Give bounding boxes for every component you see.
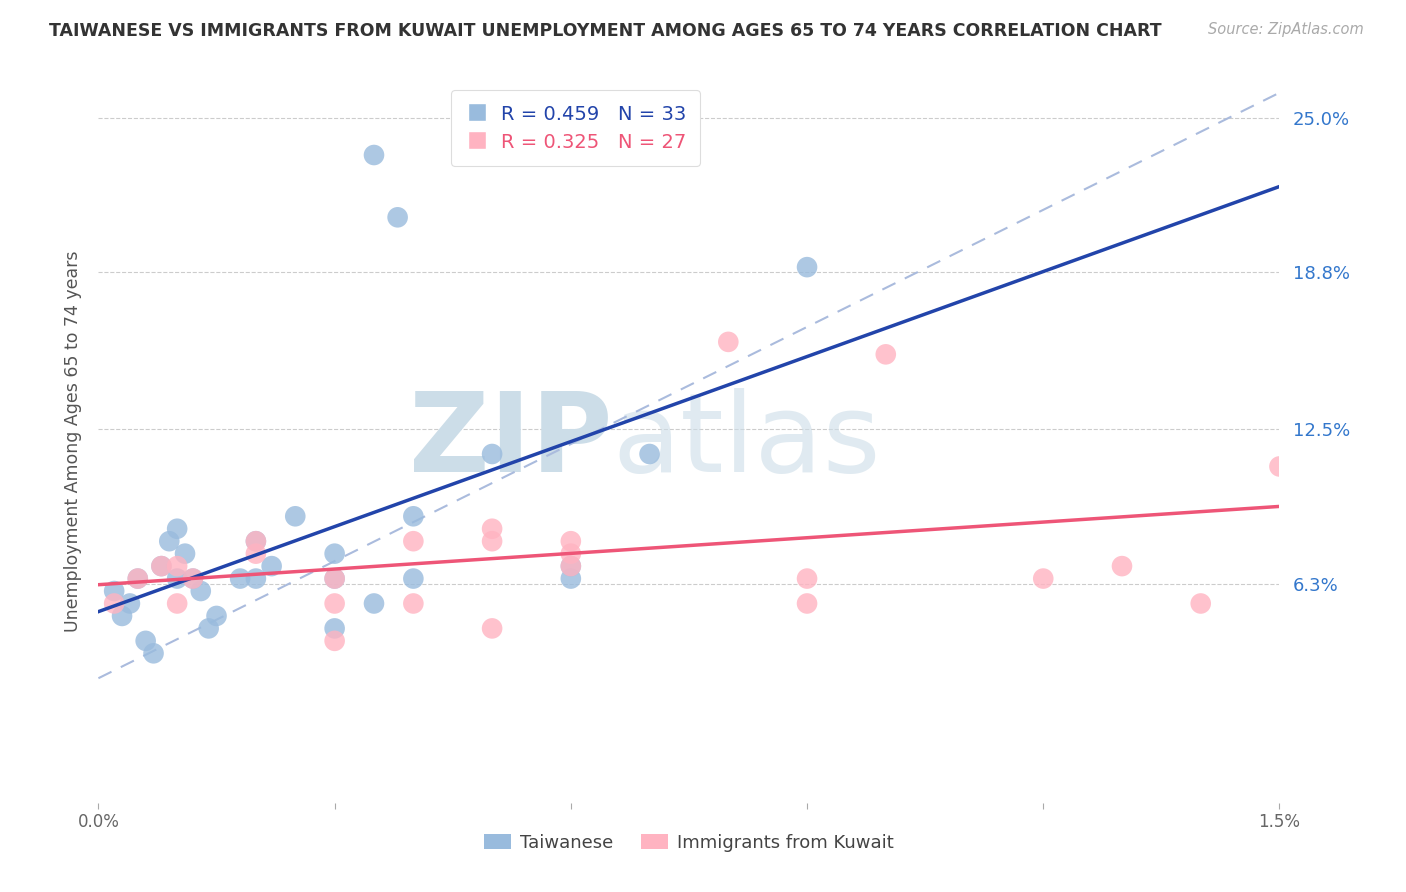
Point	[245, 534, 267, 549]
Point	[135, 633, 157, 648]
Text: ZIP: ZIP	[409, 388, 612, 495]
Text: Source: ZipAtlas.com: Source: ZipAtlas.com	[1208, 22, 1364, 37]
Point	[1189, 597, 1212, 611]
Point	[157, 534, 180, 549]
Point	[118, 597, 141, 611]
Point	[181, 572, 204, 586]
Point	[560, 559, 582, 574]
Point	[111, 609, 134, 624]
Point	[387, 211, 409, 225]
Point	[142, 646, 165, 660]
Point	[323, 547, 346, 561]
Point	[166, 572, 188, 586]
Point	[1268, 459, 1291, 474]
Point	[363, 597, 385, 611]
Point	[174, 547, 197, 561]
Point	[127, 572, 149, 586]
Point	[402, 509, 425, 524]
Point	[197, 621, 219, 635]
Point	[166, 559, 188, 574]
Point	[717, 334, 740, 349]
Text: TAIWANESE VS IMMIGRANTS FROM KUWAIT UNEMPLOYMENT AMONG AGES 65 TO 74 YEARS CORRE: TAIWANESE VS IMMIGRANTS FROM KUWAIT UNEM…	[49, 22, 1161, 40]
Legend: Taiwanese, Immigrants from Kuwait: Taiwanese, Immigrants from Kuwait	[477, 826, 901, 859]
Point	[875, 347, 897, 361]
Point	[323, 572, 346, 586]
Text: atlas: atlas	[612, 388, 880, 495]
Point	[481, 447, 503, 461]
Point	[481, 522, 503, 536]
Point	[181, 572, 204, 586]
Point	[363, 148, 385, 162]
Point	[323, 633, 346, 648]
Point	[103, 584, 125, 599]
Point	[638, 447, 661, 461]
Point	[190, 584, 212, 599]
Point	[323, 597, 346, 611]
Point	[560, 547, 582, 561]
Point	[402, 597, 425, 611]
Point	[402, 534, 425, 549]
Point	[560, 559, 582, 574]
Point	[166, 522, 188, 536]
Point	[1032, 572, 1054, 586]
Point	[560, 572, 582, 586]
Point	[150, 559, 173, 574]
Point	[402, 572, 425, 586]
Point	[166, 597, 188, 611]
Point	[229, 572, 252, 586]
Point	[323, 572, 346, 586]
Point	[245, 572, 267, 586]
Point	[284, 509, 307, 524]
Point	[481, 621, 503, 635]
Point	[796, 572, 818, 586]
Point	[560, 534, 582, 549]
Y-axis label: Unemployment Among Ages 65 to 74 years: Unemployment Among Ages 65 to 74 years	[63, 251, 82, 632]
Point	[127, 572, 149, 586]
Point	[323, 621, 346, 635]
Point	[1111, 559, 1133, 574]
Point	[245, 534, 267, 549]
Point	[481, 534, 503, 549]
Point	[260, 559, 283, 574]
Point	[150, 559, 173, 574]
Point	[796, 597, 818, 611]
Point	[245, 547, 267, 561]
Point	[205, 609, 228, 624]
Point	[796, 260, 818, 274]
Point	[103, 597, 125, 611]
